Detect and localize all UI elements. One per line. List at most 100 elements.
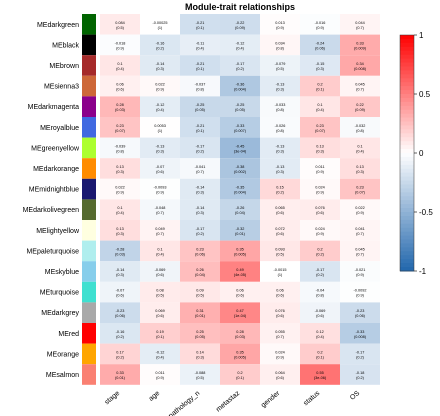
cell-correlation: -0.33	[236, 124, 245, 128]
heatmap-cell	[220, 75, 260, 97]
module-color-swatch	[82, 117, 96, 138]
heatmap-cell	[300, 323, 340, 344]
row-label: MEdarkgreen	[37, 22, 79, 29]
heatmap-cell	[220, 96, 260, 117]
cell-pvalue: (0.8)	[356, 129, 365, 133]
colorbar-tick-label: -0.5	[419, 208, 433, 217]
heatmap-cell	[300, 137, 340, 159]
cell-correlation: -0.07	[116, 289, 125, 293]
colorbar-segment	[400, 156, 414, 162]
colorbar-segment	[400, 133, 414, 138]
heatmap-cell	[140, 220, 180, 241]
cell-correlation: -0.21	[196, 124, 205, 128]
heatmap-cell	[260, 302, 300, 323]
colorbar-segment	[400, 129, 414, 134]
cell-pvalue: (0.1)	[196, 67, 205, 71]
cell-pvalue: (0.005)	[234, 355, 247, 359]
cell-pvalue: (0.05)	[235, 108, 246, 112]
colorbar-segment	[400, 172, 414, 178]
cell-pvalue: (0.6)	[316, 314, 325, 318]
cell-pvalue: (0.4)	[116, 67, 125, 71]
cell-correlation: 0.041	[355, 227, 365, 231]
cell-correlation: -0.17	[196, 227, 205, 231]
cell-correlation: 0.34	[356, 62, 363, 66]
cell-pvalue: (0.5)	[196, 376, 205, 380]
cell-pvalue: (0.06)	[115, 314, 126, 318]
cell-pvalue: (0.3)	[116, 170, 125, 174]
cell-correlation: -0.0092	[354, 289, 367, 293]
cell-pvalue: (0.1)	[156, 335, 165, 339]
cell-correlation: 0.47	[236, 309, 243, 313]
heatmap-cell	[220, 220, 260, 241]
cell-pvalue: (0.03)	[115, 252, 126, 256]
cell-correlation: -0.018	[115, 41, 126, 45]
cell-pvalue: (0.7)	[356, 232, 365, 236]
heatmap-cell	[100, 34, 140, 56]
heatmap-cell	[180, 158, 220, 179]
cell-pvalue: (0.04)	[235, 211, 246, 215]
column-label: metastaz	[215, 390, 242, 414]
colorbar-segment	[400, 227, 414, 233]
heatmap-cell	[140, 302, 180, 323]
cell-correlation: -0.04	[316, 289, 325, 293]
heatmap-cell	[340, 261, 380, 282]
cell-correlation: -0.17	[316, 268, 325, 272]
cell-correlation: -0.36	[236, 83, 245, 87]
cell-pvalue: (0.2)	[316, 252, 325, 256]
colorbar-segment	[400, 188, 414, 193]
cell-pvalue: (0.01)	[195, 314, 206, 318]
colorbar-segment	[400, 263, 414, 268]
heatmap-cell	[140, 158, 180, 179]
heatmap-cell	[100, 96, 140, 117]
cell-pvalue: (0.9)	[156, 88, 165, 92]
cell-correlation: -0.12	[156, 103, 165, 107]
heatmap-cell	[300, 343, 340, 365]
cell-correlation: -0.14	[156, 62, 165, 66]
cell-correlation: 0.2	[317, 83, 322, 87]
colorbar-segment	[400, 204, 414, 209]
cell-correlation: 0.12	[316, 330, 323, 334]
cell-correlation: 0.1	[117, 62, 122, 66]
heatmap-cell	[300, 240, 340, 262]
heatmap-cell	[180, 117, 220, 138]
heatmap-cell	[300, 364, 340, 385]
row-label: MEred	[58, 331, 79, 338]
colorbar-segment	[400, 70, 414, 75]
heatmap-cell	[340, 364, 380, 385]
cell-correlation: 0.23	[196, 247, 203, 251]
cell-pvalue: (0.3)	[316, 149, 325, 153]
cell-correlation: 0.024	[315, 227, 325, 231]
cell-correlation: 0.22	[356, 103, 363, 107]
cell-correlation: -0.032	[355, 124, 366, 128]
cell-pvalue: (0.4)	[116, 211, 125, 215]
cell-correlation: 0.064	[275, 371, 285, 375]
heatmap-cell	[300, 96, 340, 117]
cell-pvalue: (0.7)	[196, 170, 205, 174]
heatmap-cell	[300, 261, 340, 282]
heatmap-cell	[260, 158, 300, 179]
cell-correlation: -0.021	[355, 268, 366, 272]
cell-correlation: -0.25	[196, 103, 205, 107]
heatmap-row: MElightyellow 0.13(0.3)0.049(0.7)-0.17(0.…	[36, 220, 380, 241]
heatmap-cell	[260, 261, 300, 282]
cell-pvalue: (0.2)	[236, 67, 245, 71]
module-color-swatch	[82, 96, 96, 117]
heatmap-cell	[140, 137, 180, 159]
cell-correlation: -0.13	[276, 144, 285, 148]
cell-correlation: 0.013	[275, 21, 285, 25]
cell-pvalue: (0.9)	[316, 170, 325, 174]
heatmap-row: MEroyalblue 0.23(0.07)0.0053(1)-0.21(0.1)…	[40, 117, 380, 138]
cell-correlation: -0.13	[276, 165, 285, 169]
cell-correlation: 0.1	[357, 144, 362, 148]
heatmap-cell	[300, 55, 340, 76]
colorbar-segment	[400, 94, 414, 99]
colorbar-segment	[400, 200, 414, 205]
heatmap-cell	[180, 220, 220, 241]
heatmap-row: MEdarkorange 0.13(0.3)-0.07(0.6)-0.041(0.…	[33, 158, 380, 179]
cell-pvalue: (0.6)	[276, 294, 285, 298]
heatmap-cell	[180, 240, 220, 262]
cell-correlation: 0.2	[317, 350, 322, 354]
colorbar-segment	[400, 90, 414, 95]
cell-pvalue: (0.004)	[234, 88, 247, 92]
cell-correlation: 0.1	[117, 206, 122, 210]
